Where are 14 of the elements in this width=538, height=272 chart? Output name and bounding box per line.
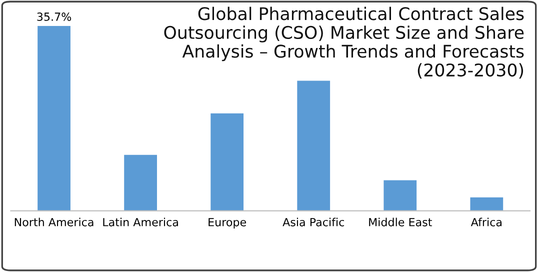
x-tick-label: Asia Pacific (282, 218, 344, 226)
chart-title: Global Pharmaceutical Contract Sales Outsourcing (CSO) Market Size and Share Analysis – Growth Trends and Forecasts (2023-2030) (164, 6, 524, 79)
bar (384, 180, 417, 211)
x-tick-label: Europe (208, 218, 246, 228)
bar (38, 26, 70, 211)
x-tick-label: Middle East (369, 218, 432, 226)
bar (124, 154, 157, 211)
bar (210, 113, 244, 211)
bar (297, 80, 330, 211)
x-tick-label: Africa (470, 218, 502, 226)
x-tick-label: Latin America (103, 218, 178, 226)
x-tick-label: North America (14, 218, 94, 226)
data-label: 35.7% (37, 12, 72, 21)
bar (470, 197, 504, 211)
